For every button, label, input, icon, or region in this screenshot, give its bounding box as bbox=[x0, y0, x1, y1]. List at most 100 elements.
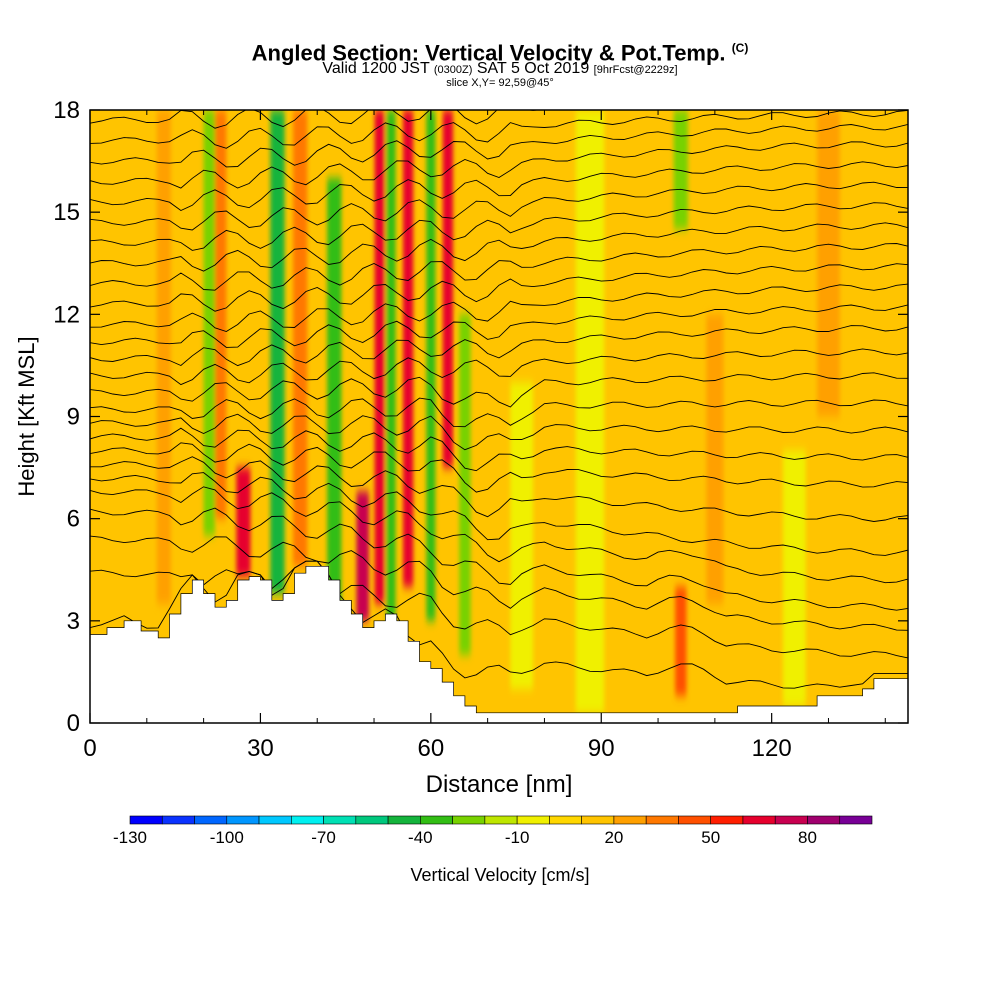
velocity-feature-16 bbox=[673, 110, 688, 230]
isentrope-13 bbox=[90, 325, 908, 367]
colorbar-bin-0 bbox=[129, 815, 163, 825]
isentrope-18 bbox=[90, 222, 908, 272]
isentrope-9 bbox=[90, 413, 908, 451]
valid-time-z: (0300Z) bbox=[433, 64, 473, 76]
isentrope-0 bbox=[90, 560, 908, 689]
velocity-feature-7 bbox=[356, 491, 369, 621]
x-tick-label: 30 bbox=[247, 735, 274, 762]
velocity-feature-6 bbox=[327, 178, 342, 621]
velocity-feature-4 bbox=[270, 110, 285, 594]
velocity-field bbox=[156, 110, 840, 713]
isentrope-16 bbox=[90, 263, 908, 312]
isentrope-4 bbox=[90, 486, 908, 584]
isentrope-5 bbox=[90, 472, 908, 556]
colorbar-tick-label: 20 bbox=[604, 828, 623, 847]
y-tick-label: 15 bbox=[53, 199, 80, 226]
isentrope-25 bbox=[90, 110, 542, 129]
velocity-feature-0 bbox=[156, 110, 171, 604]
velocity-feature-13 bbox=[459, 314, 471, 655]
velocity-feature-15 bbox=[575, 110, 605, 713]
x-tick-label: 60 bbox=[417, 735, 444, 762]
velocity-feature-18 bbox=[706, 314, 724, 604]
velocity-feature-20 bbox=[817, 110, 840, 417]
x-tick-label: 90 bbox=[588, 735, 615, 762]
isentrope-21 bbox=[90, 161, 908, 212]
colorbar-bin-11 bbox=[484, 815, 518, 825]
colorbar-tick-label: -10 bbox=[505, 828, 530, 847]
slice-info: slice X,Y= 92,59@45° bbox=[446, 77, 554, 89]
colorbar-bin-2 bbox=[194, 815, 228, 825]
colorbar-bin-10 bbox=[452, 815, 486, 825]
colorbar-bin-21 bbox=[807, 815, 841, 825]
isentrope-7 bbox=[90, 442, 908, 493]
x-tick-label: 0 bbox=[83, 735, 96, 762]
isentropes bbox=[90, 110, 908, 689]
colorbar-tick-label: -40 bbox=[408, 828, 433, 847]
velocity-feature-10 bbox=[402, 110, 414, 587]
chart-title: Angled Section: Vertical Velocity & Pot.… bbox=[0, 36, 1000, 65]
colorbar-tick-label: 80 bbox=[798, 828, 817, 847]
isentrope-14 bbox=[90, 304, 908, 348]
x-tick-label: 120 bbox=[752, 735, 792, 762]
isentrope-23 bbox=[90, 123, 908, 168]
colorbar-bin-19 bbox=[742, 815, 776, 825]
isentrope-17 bbox=[90, 243, 908, 291]
colorbar: -130 -100 -70 -40 -10 20 50 80 Vertical Velocity… bbox=[113, 815, 873, 885]
isentrope-3 bbox=[90, 507, 908, 611]
colorbar-bin-15 bbox=[613, 815, 647, 825]
isentrope-19 bbox=[90, 202, 908, 251]
velocity-feature-3 bbox=[236, 467, 251, 577]
velocity-feature-9 bbox=[386, 110, 396, 621]
isentrope-6 bbox=[90, 456, 908, 522]
colorbar-bin-14 bbox=[581, 815, 615, 825]
colorbar-bin-13 bbox=[549, 815, 582, 825]
colorbar-bin-6 bbox=[323, 815, 357, 825]
colorbar-tick-label: -70 bbox=[311, 828, 336, 847]
colorbar-bin-8 bbox=[387, 815, 421, 825]
colorbar-bin-3 bbox=[226, 815, 260, 825]
velocity-feature-14 bbox=[510, 382, 534, 689]
colorbar-tick-label: -100 bbox=[210, 828, 244, 847]
colorbar-bin-7 bbox=[355, 815, 389, 825]
velocity-feature-11 bbox=[426, 110, 436, 621]
colorbar-bin-9 bbox=[420, 815, 453, 825]
velocity-feature-19 bbox=[783, 450, 806, 706]
isentrope-10 bbox=[90, 397, 908, 428]
isentrope-11 bbox=[90, 372, 908, 408]
isentrope-2 bbox=[90, 535, 908, 631]
y-axis-label: Height [Kft MSL] bbox=[14, 336, 39, 496]
title-tag: (C) bbox=[731, 41, 749, 55]
colorbar-bin-18 bbox=[710, 815, 744, 825]
isentrope-8 bbox=[90, 427, 908, 472]
colorbar-bin-4 bbox=[258, 815, 292, 825]
colorbar-bin-17 bbox=[678, 815, 711, 825]
forecast-tag: [9hrFcst@2229z] bbox=[593, 64, 678, 76]
colorbar-tick-label: 50 bbox=[701, 828, 720, 847]
axes: 0 30 60 90 120 0 3 6 9 12 15 18 Distance [nm] Height … bbox=[14, 97, 908, 798]
isentrope-12 bbox=[90, 348, 908, 386]
colorbar-bin-16 bbox=[645, 815, 679, 825]
colorbar-tick-label: -130 bbox=[113, 828, 147, 847]
colorbar-bin-12 bbox=[516, 815, 550, 825]
title-text: Angled Section: Vertical Velocity & Pot.… bbox=[251, 40, 726, 66]
y-tick-label: 12 bbox=[53, 301, 80, 328]
isentrope-20 bbox=[90, 181, 908, 231]
colorbar-label: Vertical Velocity [cm/s] bbox=[410, 865, 589, 885]
colorbar-bin-1 bbox=[161, 815, 195, 825]
velocity-feature-17 bbox=[675, 586, 687, 696]
isentrope-22 bbox=[90, 141, 908, 189]
colorbar-bin-22 bbox=[839, 815, 873, 825]
x-axis-label: Distance [nm] bbox=[426, 771, 573, 798]
y-tick-label: 18 bbox=[53, 97, 80, 124]
y-tick-label: 9 bbox=[67, 404, 80, 431]
valid-date: SAT 5 Oct 2019 bbox=[476, 60, 590, 77]
y-tick-label: 6 bbox=[67, 506, 80, 533]
valid-time: Valid 1200 JST bbox=[322, 60, 430, 77]
colorbar-bin-5 bbox=[291, 815, 324, 825]
chart-subtitle: Valid 1200 JST (0300Z) SAT 5 Oct 2019 [9… bbox=[0, 60, 1000, 79]
y-tick-label: 0 bbox=[67, 710, 80, 737]
isentrope-15 bbox=[90, 283, 908, 332]
terrain-mask bbox=[90, 565, 908, 723]
isentrope-1 bbox=[90, 560, 908, 659]
